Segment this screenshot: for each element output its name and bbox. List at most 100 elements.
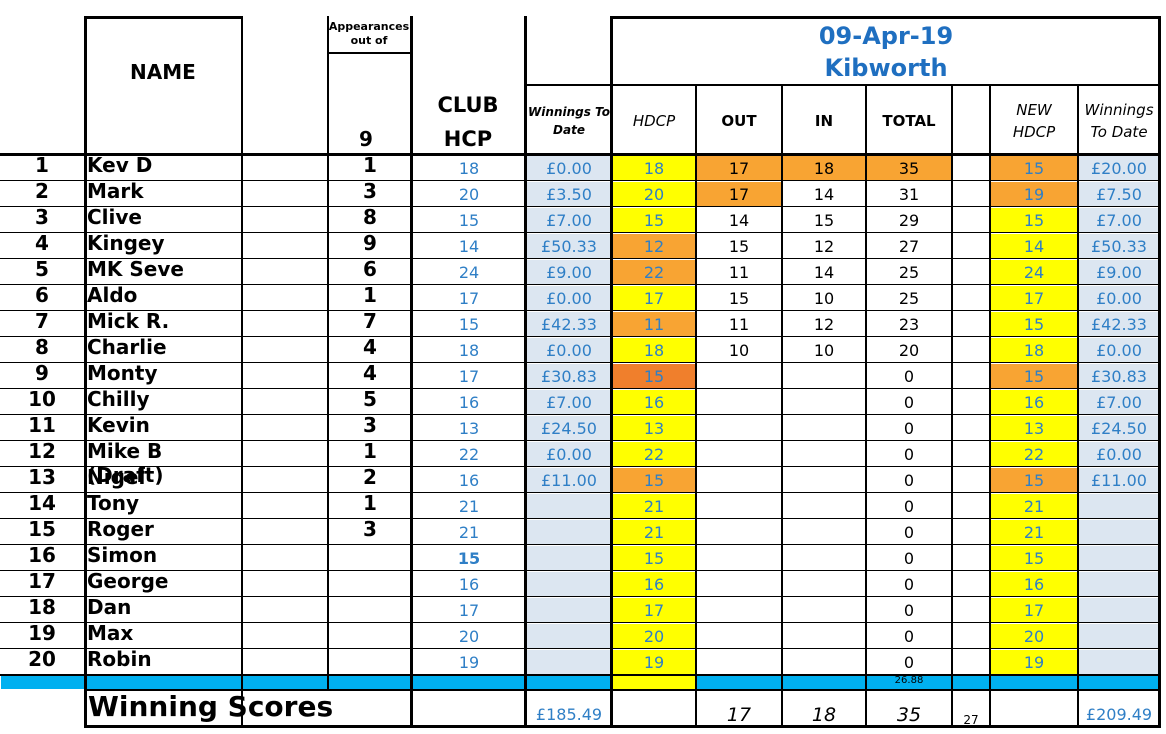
- winnings-end-cell-bg: [1079, 208, 1160, 233]
- day-hdcp: 19: [643, 653, 665, 672]
- winnings-to-date-end: [1078, 521, 1160, 545]
- player-name: Kevin: [87, 413, 150, 437]
- header-title-bottom: [610, 84, 1161, 86]
- footer-total: 35: [896, 704, 922, 726]
- day-hdcp: 11: [643, 315, 665, 334]
- new-hdcp: 15: [1023, 367, 1045, 386]
- winnings-to-date: [526, 495, 612, 519]
- winnings-to-date-end: [1078, 547, 1160, 571]
- total-score: 0: [903, 393, 915, 412]
- winnings-to-date-end: £9.00: [1096, 263, 1142, 282]
- winnings-cell-bg: [527, 182, 612, 207]
- new-hdcp: 15: [1023, 159, 1045, 178]
- row-number: 12: [28, 439, 56, 463]
- in-highlight: [783, 156, 866, 181]
- hdcp-highlight: [613, 598, 696, 623]
- club-hcp: 15: [457, 549, 481, 568]
- new-hdcp: 18: [1023, 341, 1045, 360]
- winnings-cell-bg: [527, 468, 612, 493]
- summary-cyan-cell: [783, 676, 866, 689]
- appearances-header-line2: out of: [350, 34, 388, 47]
- appearances-count: [328, 543, 412, 567]
- player-name: Mark: [87, 179, 144, 203]
- winnings-to-date-end: £20.00: [1091, 159, 1147, 178]
- out-score: [696, 651, 782, 675]
- out-score: 17: [728, 159, 750, 178]
- new-hdcp-highlight: [991, 260, 1078, 285]
- summary-cyan-cell: [697, 676, 782, 689]
- new-hdcp: 19: [1023, 653, 1045, 672]
- hdcp-highlight: [613, 156, 696, 181]
- table-bottom: [84, 725, 1161, 728]
- row-line: [0, 206, 1161, 207]
- row-line: [0, 492, 1161, 493]
- player-name: Robin: [87, 647, 152, 671]
- winnings-cell-bg: [527, 156, 612, 181]
- player-name: Tony: [87, 491, 140, 515]
- hdcp-highlight: [613, 364, 696, 389]
- total-average: 26.88: [894, 675, 924, 686]
- day-hdcp: 12: [643, 237, 665, 256]
- new-hdcp-highlight: [991, 442, 1078, 467]
- day-hdcp: 22: [643, 263, 665, 282]
- hdcp-highlight: [613, 624, 696, 649]
- total-score: 25: [898, 289, 920, 308]
- club-hcp: 21: [458, 523, 480, 542]
- player-name: Kingey: [87, 231, 165, 255]
- footer-in: 18: [811, 704, 837, 726]
- out-score: 10: [728, 341, 750, 360]
- player-name: Roger: [87, 517, 154, 541]
- new-hdcp: 22: [1023, 445, 1045, 464]
- row-line: [0, 648, 1161, 649]
- hcp-header: HCP: [443, 127, 493, 151]
- summary-cyan-cell: [991, 676, 1078, 689]
- hdcp-highlight: [613, 650, 696, 675]
- winnings-end-cell-bg: [1079, 546, 1160, 571]
- winnings-cell-bg: [527, 390, 612, 415]
- summary-cyan-cell: [243, 676, 328, 689]
- winnings-to-date: £0.00: [546, 289, 592, 308]
- winnings-end-cell-bg: [1079, 416, 1160, 441]
- out-score: [696, 573, 782, 597]
- new-hdcp-highlight: [991, 208, 1078, 233]
- winnings-to-date: £0.00: [546, 341, 592, 360]
- new-hdcp: 21: [1023, 497, 1045, 516]
- in-score: 10: [813, 289, 835, 308]
- new-hdcp: 21: [1023, 523, 1045, 542]
- in-score: 12: [813, 237, 835, 256]
- day-hdcp: 20: [643, 627, 665, 646]
- new-hdcp-highlight: [991, 182, 1078, 207]
- winnings-to-date-end: [1078, 495, 1160, 519]
- winnings-cell-bg: [527, 286, 612, 311]
- row-number: 8: [35, 335, 49, 359]
- in-score: 14: [813, 185, 835, 204]
- new-hdcp-highlight: [991, 416, 1078, 441]
- day-hdcp: 18: [643, 159, 665, 178]
- row-line: [0, 674, 1161, 676]
- day-hdcp: 17: [643, 601, 665, 620]
- row-line: [0, 596, 1161, 597]
- winnings-to-date-end: [1078, 573, 1160, 597]
- day-hdcp: 18: [643, 341, 665, 360]
- in-score: [782, 495, 866, 519]
- out-score: 11: [728, 263, 750, 282]
- new-hdcp: 15: [1023, 549, 1045, 568]
- hdcp-highlight: [613, 312, 696, 337]
- row-line: [0, 232, 1161, 233]
- out-score: 15: [728, 289, 750, 308]
- appearances-count: 6: [363, 257, 377, 281]
- hdcp-highlight: [613, 468, 696, 493]
- winning-scores-label: Winning Scores: [88, 690, 334, 723]
- in-score: [782, 469, 866, 493]
- in-score: 14: [813, 263, 835, 282]
- summary-cyan-cell: [413, 676, 526, 689]
- winnings-to-date: [526, 547, 612, 571]
- club-hcp: 16: [458, 575, 480, 594]
- row-number: 6: [35, 283, 49, 307]
- winnings-to-date-end: £7.50: [1096, 185, 1142, 204]
- summary-cyan-cell: [867, 676, 952, 689]
- winnings-end-cell-bg: [1079, 286, 1160, 311]
- appearances-count: [328, 621, 412, 645]
- club-hcp: 18: [458, 159, 480, 178]
- total-score: 25: [898, 263, 920, 282]
